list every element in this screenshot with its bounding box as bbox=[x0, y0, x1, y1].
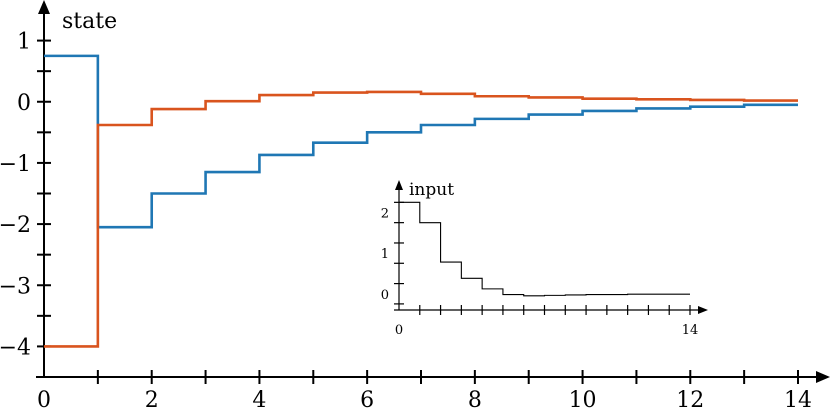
inset-x-tick-label: 14 bbox=[682, 323, 699, 338]
main-x-tick-label: 14 bbox=[784, 388, 812, 408]
inset-y-axis-label: input bbox=[409, 180, 454, 200]
inset-series-1-line bbox=[399, 201, 690, 297]
main-y-tick-label: −1 bbox=[0, 152, 31, 177]
inset-x-axis-arrow bbox=[698, 306, 708, 314]
main-series-1-line bbox=[44, 54, 798, 229]
main-x-axis-arrow bbox=[816, 371, 830, 383]
main-y-axis-arrow bbox=[38, 0, 50, 14]
inset-y-axis-arrow bbox=[395, 180, 403, 190]
main-y-tick-label: −3 bbox=[0, 274, 31, 299]
main-x-tick-label: 2 bbox=[145, 388, 159, 408]
main-x-tick-label: 4 bbox=[252, 388, 266, 408]
main-y-axis-label: state bbox=[62, 9, 117, 34]
main-series-2-line bbox=[44, 90, 798, 348]
inset-y-tick-label: 1 bbox=[381, 247, 389, 262]
main-x-tick-label: 12 bbox=[676, 388, 704, 408]
main-x-tick-label: 6 bbox=[360, 388, 374, 408]
inset-x-tick-label: 0 bbox=[395, 323, 403, 338]
main-y-tick-label: −2 bbox=[0, 213, 31, 238]
inset-y-tick-label: 0 bbox=[381, 288, 389, 303]
main-y-tick-label: 1 bbox=[17, 30, 31, 55]
main-x-tick-label: 8 bbox=[468, 388, 482, 408]
inset-y-tick-label: 2 bbox=[381, 207, 389, 222]
main-y-tick-label: −4 bbox=[0, 335, 31, 360]
main-y-tick-label: 0 bbox=[17, 91, 31, 116]
main-x-tick-label: 0 bbox=[37, 388, 51, 408]
main-x-tick-label: 10 bbox=[569, 388, 597, 408]
